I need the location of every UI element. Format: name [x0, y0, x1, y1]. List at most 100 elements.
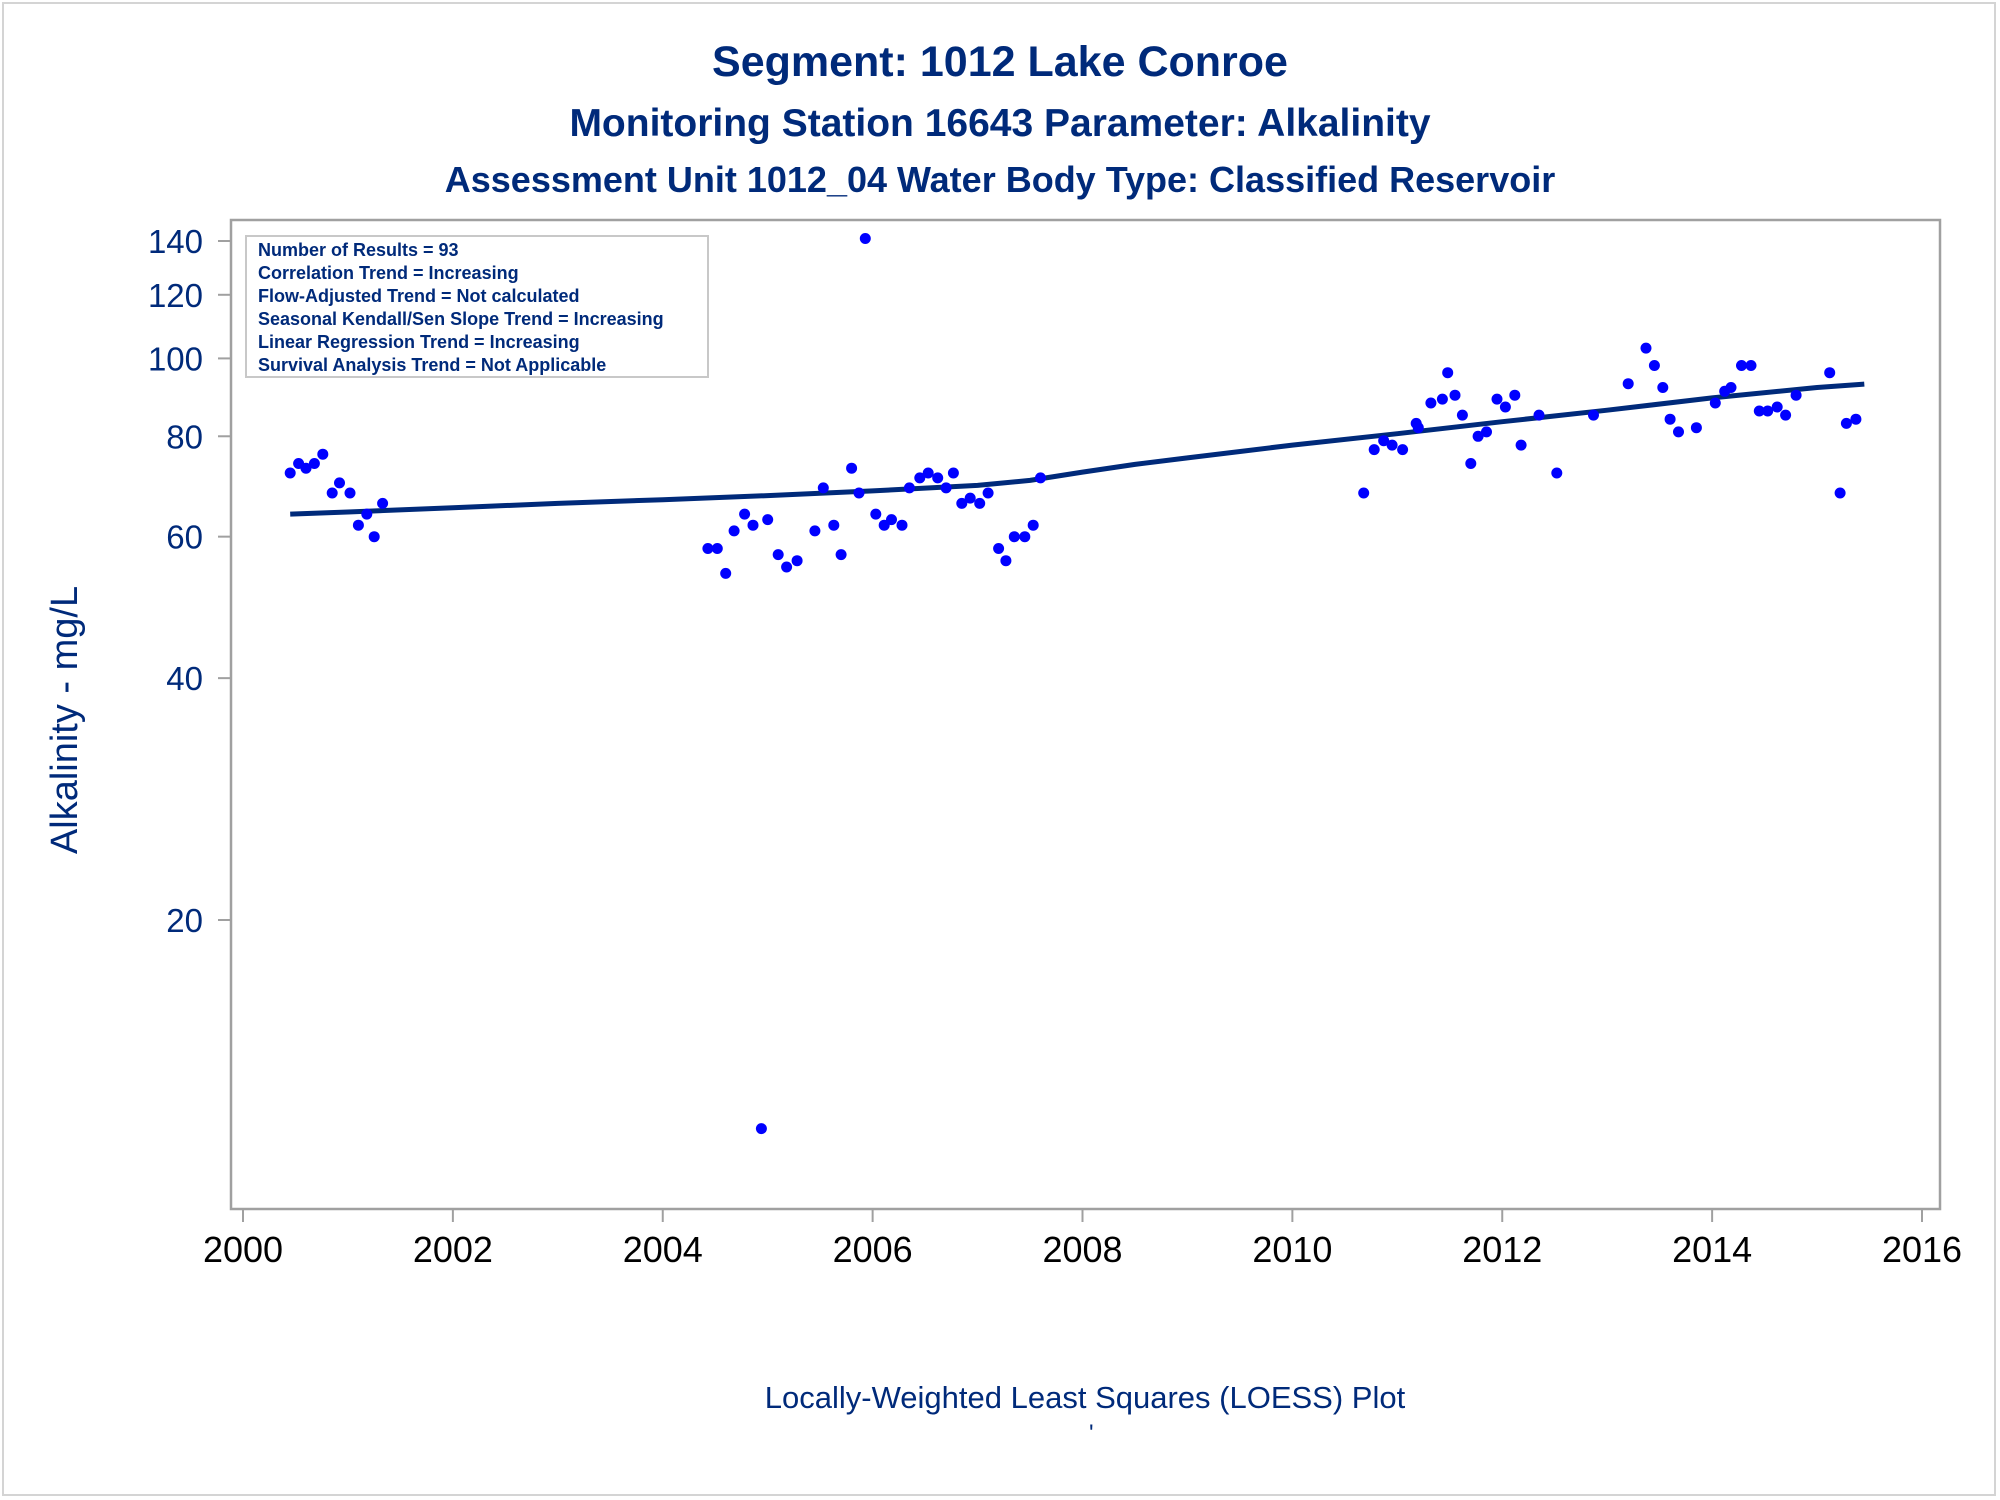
data-point — [300, 462, 312, 474]
data-point — [846, 462, 858, 474]
data-point — [1035, 472, 1046, 484]
data-point — [791, 555, 803, 567]
data-point — [1588, 409, 1599, 421]
data-point — [922, 467, 934, 479]
data-point — [1657, 382, 1669, 393]
data-point — [1673, 426, 1684, 438]
data-point — [739, 508, 751, 520]
data-point — [720, 567, 732, 579]
data-point — [870, 508, 882, 520]
data-point — [1491, 393, 1503, 405]
data-point — [1725, 382, 1737, 393]
x-tick-label: 2000 — [203, 1229, 283, 1270]
x-tick-label: 2012 — [1462, 1229, 1542, 1270]
data-point — [1648, 360, 1660, 371]
data-point — [809, 525, 821, 537]
footnote-mark: ' — [1089, 1420, 1094, 1447]
data-point — [974, 497, 986, 509]
x-tick-label: 2010 — [1252, 1229, 1332, 1270]
data-point — [956, 497, 968, 509]
data-point — [1824, 367, 1836, 379]
data-point — [1027, 519, 1039, 531]
y-tick-label: 40 — [166, 660, 203, 697]
loess-line — [290, 381, 1865, 517]
data-point — [964, 492, 976, 504]
y-tick-label: 120 — [148, 277, 203, 314]
data-point — [993, 543, 1005, 554]
data-point — [914, 472, 926, 484]
chart-subtitle: Monitoring Station 16643 Parameter: Alka… — [569, 102, 1431, 145]
y-tick-label: 60 — [166, 519, 203, 556]
y-tick-label: 100 — [148, 340, 203, 377]
data-point — [1515, 439, 1527, 451]
data-point — [747, 519, 759, 531]
data-point — [1840, 417, 1852, 429]
data-point — [1425, 397, 1437, 409]
data-point — [1442, 367, 1454, 379]
data-point — [308, 458, 320, 469]
data-point — [835, 549, 847, 561]
data-point — [932, 472, 944, 484]
data-point — [1000, 555, 1012, 567]
data-point — [1019, 531, 1031, 543]
data-point — [1386, 439, 1398, 451]
stats-line: Flow-Adjusted Trend = Not calculated — [258, 286, 580, 306]
data-point — [1834, 487, 1846, 499]
data-point — [1008, 531, 1020, 543]
x-tick-label: 2004 — [623, 1229, 703, 1270]
data-point — [284, 467, 296, 479]
data-point — [728, 525, 740, 537]
data-point — [1472, 430, 1484, 442]
data-point — [940, 482, 952, 494]
data-point — [947, 467, 959, 479]
data-point — [1368, 444, 1380, 456]
data-point — [828, 519, 840, 531]
data-point — [1412, 422, 1424, 434]
data-point — [886, 514, 897, 526]
x-tick-label: 2006 — [833, 1229, 913, 1270]
plot-frame — [229, 218, 1942, 1211]
data-point — [1709, 397, 1721, 409]
stats-line: Seasonal Kendall/Sen Slope Trend = Incre… — [258, 309, 664, 329]
data-point — [762, 514, 774, 526]
y-tick-label: 80 — [166, 418, 203, 455]
data-point — [1780, 409, 1792, 421]
data-point — [1533, 409, 1545, 421]
data-point — [1745, 360, 1757, 371]
data-point — [1622, 378, 1634, 390]
stats-line: Correlation Trend = Increasing — [258, 263, 519, 283]
data-point — [1465, 458, 1477, 469]
data-point — [1736, 360, 1747, 371]
data-point — [781, 561, 793, 573]
data-point — [1509, 389, 1521, 401]
data-point — [1397, 444, 1409, 456]
data-point — [702, 543, 714, 554]
x-tick-label: 2002 — [413, 1229, 493, 1270]
data-point — [377, 497, 389, 509]
data-point — [1456, 409, 1468, 421]
data-point — [982, 487, 994, 499]
data-point — [1551, 467, 1563, 479]
data-point — [1762, 405, 1774, 417]
stats-line: Number of Results = 93 — [258, 240, 459, 260]
data-point — [1850, 413, 1862, 425]
data-point — [317, 448, 329, 460]
stats-line: Survival Analysis Trend = Not Applicable — [258, 355, 606, 375]
data-point — [334, 477, 345, 489]
data-point — [853, 487, 865, 499]
chart-title: Segment: 1012 Lake Conroe — [712, 38, 1288, 86]
data-point — [1771, 401, 1783, 413]
data-point — [1358, 487, 1370, 499]
data-point — [1481, 426, 1492, 438]
x-tick-label: 2016 — [1882, 1229, 1962, 1270]
y-axis-label: Alkalinity - mg/L — [44, 586, 86, 854]
x-tick-label: 2014 — [1672, 1229, 1752, 1270]
data-point — [755, 1123, 767, 1135]
data-point — [361, 508, 373, 520]
data-point — [1690, 422, 1702, 434]
chart-subtitle-2: Assessment Unit 1012_04 Water Body Type:… — [444, 159, 1556, 200]
data-point — [1378, 435, 1390, 447]
footnote: Locally-Weighted Least Squares (LOESS) P… — [764, 1380, 1406, 1415]
data-point — [326, 487, 338, 499]
